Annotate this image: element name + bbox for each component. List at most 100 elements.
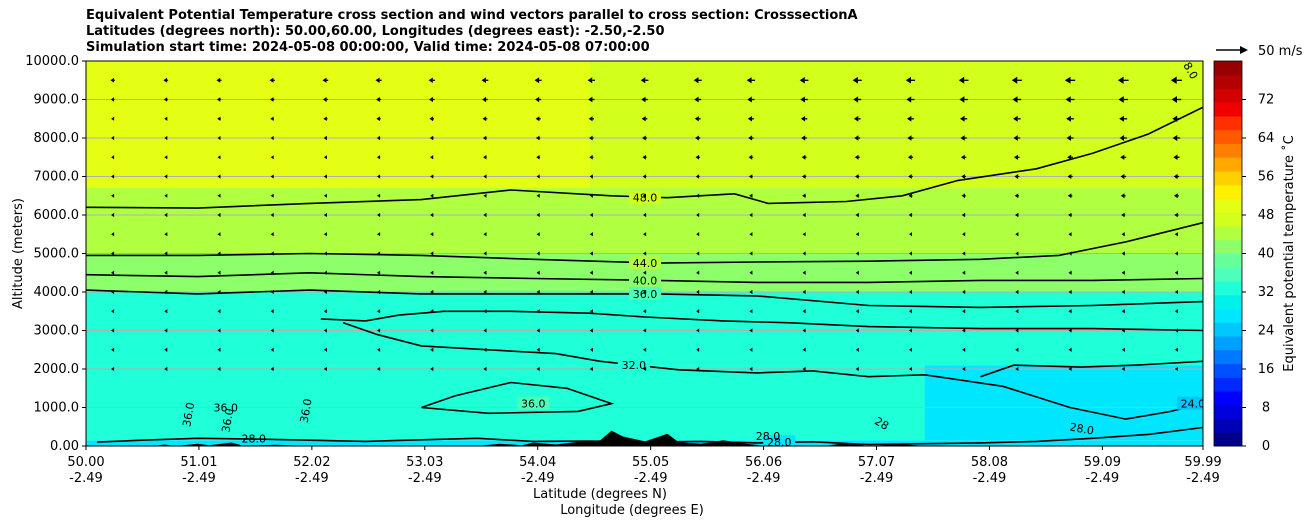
wind-vector-head [749,193,753,198]
contour-line [421,381,615,415]
wind-vector-head [802,270,806,275]
wind-vector-head [1121,251,1125,256]
wind-vector-head [322,97,327,102]
wind-vector-head [1174,366,1178,372]
wind-vector-head [1068,251,1072,256]
wind-vector-head [1011,76,1018,84]
colorbar-segment [1214,88,1242,103]
wind-vectors [110,76,1182,372]
wind-vector-head [430,347,434,352]
colorbar-label: Equivalent potential temperature ˚C [1281,135,1297,371]
contour-label-bg [763,435,796,446]
wind-vector-head [111,270,115,275]
contour-line [320,310,1203,332]
wind-vector-head [747,116,752,122]
wind-vector-head [430,366,434,372]
wind-vector-head [482,135,487,141]
wind-vector-head [1119,115,1124,122]
wind-vector-head [428,77,433,83]
wind-vector-head [111,155,115,160]
wind-vector-head [1014,174,1019,179]
wind-vector-head [1121,270,1125,275]
wind-vector-head [323,251,327,256]
wind-vector-head [377,193,381,198]
wind-vector-head [855,212,859,218]
wind-vector-head [376,116,380,122]
wind-vector-head [802,193,806,198]
wind-vector-head [1015,289,1019,295]
wind-vector-head [111,366,115,372]
wind-vector-head [217,289,221,295]
wind-reference-key: 50 m/s [1216,44,1303,59]
wind-vector-head [589,154,593,160]
wind-vector-head [111,347,115,352]
y-tick-label: 0.00 [50,439,79,454]
colorbar-segment [1214,294,1242,309]
wind-vector-head [111,251,115,256]
wind-vector-head [1068,232,1072,237]
wind-vector-head [801,154,806,160]
y-tick-label: 3000.0 [34,324,80,339]
colorbar-segment [1214,184,1242,199]
contour-label-bg [629,273,662,287]
wind-vector-head [1066,115,1071,122]
colorbar-segment [1214,116,1242,131]
wind-vector-head [217,116,221,121]
colorbar-segment [1214,198,1242,213]
wind-vector-head [164,232,168,237]
wind-vector-head [959,96,965,103]
wind-vector-head [164,174,168,179]
wind-vector-head [962,232,966,237]
wind-vector-head [909,328,912,333]
wind-vector-head [642,154,646,160]
wind-vector-head [1066,135,1071,141]
wind-vector-head [482,96,487,103]
wind-vector-head [1015,366,1019,372]
wind-vector-head [855,366,859,372]
wind-vector-head [748,154,753,160]
wind-vector-head [641,116,646,122]
wind-vector-head [854,154,859,160]
colorbar-segment [1214,239,1242,254]
contour-label: 36.0 [219,407,236,433]
wind-vector-head [536,174,540,179]
wind-vector-head [536,251,540,256]
contour-label: 32.0 [622,359,647,372]
contour-label-bg [629,256,662,270]
x-tick-label-lon: -2.49 [408,471,442,486]
colorbar-tick-label: 16 [1258,362,1275,377]
wind-vector-head [696,366,700,372]
wind-vector-head [908,174,912,179]
wind-vector-head [1121,366,1125,372]
colorbar-tick-label: 48 [1258,208,1275,223]
wind-vector-head [483,251,487,256]
chart-title-line-1: Equivalent Potential Temperature cross s… [86,8,858,23]
wind-vector-head [852,76,858,84]
wind-vector-head [642,135,646,141]
x-tick-label-lon: -2.49 [295,471,329,486]
wind-vector-head [855,174,859,179]
wind-vector-head [375,77,380,83]
wind-vector-head [377,174,381,179]
wind-vector-head [430,289,434,295]
wind-vector-head [748,135,753,141]
wind-vector-head [536,309,540,314]
wind-vector-head [164,270,168,275]
wind-vector-head [323,347,327,352]
wind-vector-head [696,289,700,295]
contour-label: 44.0 [633,257,658,270]
contour-label: 36.0 [180,401,197,427]
contour-label: 28.0 [241,433,266,446]
wind-vector-head [589,347,593,352]
wind-vector-head [696,347,700,352]
wind-vector-head [1068,347,1072,352]
wind-vector-head [217,328,221,333]
wind-vector-head [1120,154,1125,160]
wind-vector-head [377,366,381,372]
colorbar-segment [1214,171,1242,186]
x-tick-label-lat: 51.01 [180,455,217,470]
wind-vector-head [1174,232,1178,237]
wind-vector-head [164,155,168,160]
wind-vector-head [217,174,221,179]
contour-label: 48.0 [633,192,658,205]
